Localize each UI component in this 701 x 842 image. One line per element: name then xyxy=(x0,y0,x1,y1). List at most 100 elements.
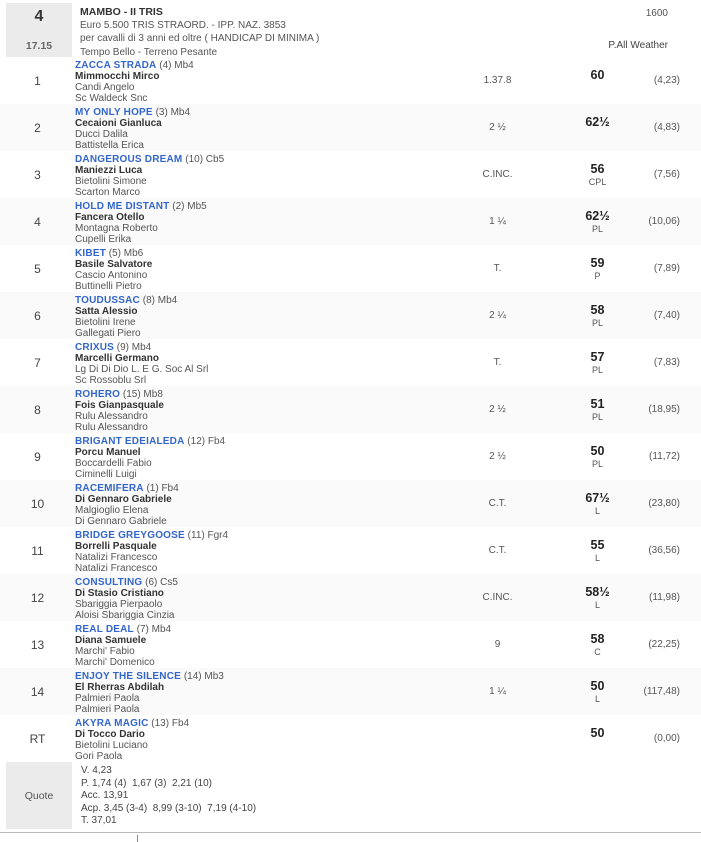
trainer-name: Sbariggia Pierpaolo xyxy=(75,598,163,610)
weight-value: 57 xyxy=(590,349,605,364)
owner-name: Buttinelli Pietro xyxy=(75,281,142,292)
distance-or-time xyxy=(440,715,555,762)
horse-line: RACEMIFERA (1) Fb4 xyxy=(75,483,440,494)
odds-value: (4,83) xyxy=(653,122,680,133)
driver-name: Maniezzi Luca xyxy=(75,164,143,176)
horse-line: CRIXUS (9) Mb4 xyxy=(75,342,440,353)
weight-value: 58 xyxy=(590,302,605,317)
weight-note: CPL xyxy=(588,176,607,187)
horse-name-link[interactable]: BRIDGE GREYGOOSE xyxy=(75,529,185,541)
weight-cell: 62½ PL xyxy=(555,198,640,245)
horse-name-link[interactable]: CRIXUS xyxy=(75,341,114,353)
odds-value: (11,98) xyxy=(649,592,680,603)
horse-name-link[interactable]: BRIGANT EDEIALEDA xyxy=(75,435,185,447)
weight-note: PL xyxy=(591,223,603,234)
horse-name-link[interactable]: RACEMIFERA xyxy=(75,482,144,494)
weight-cell: 57 PL xyxy=(555,339,640,386)
weight-note: PL xyxy=(591,317,603,328)
horse-line: BRIDGE GREYGOOSE (11) Fgr4 xyxy=(75,530,440,541)
horse-meta: (9) Mb4 xyxy=(116,341,152,353)
finish-position: 13 xyxy=(30,637,45,652)
horse-name-link[interactable]: CONSULTING xyxy=(75,576,143,588)
finish-position: 10 xyxy=(30,496,45,511)
horse-line: HOLD ME DISTANT (2) Mb5 xyxy=(75,201,440,212)
weight-note: P xyxy=(594,270,601,281)
driver-name: Di Tocco Dario xyxy=(75,728,145,740)
race-subtitle-conditions: per cavalli di 3 anni ed oltre ( HANDICA… xyxy=(80,33,320,45)
weight-value: 50 xyxy=(590,725,605,740)
owner-name: Cupelli Erika xyxy=(75,234,132,245)
weight-note: C xyxy=(594,646,601,657)
race-info: MAMBO - II TRIS Euro 5.500 TRIS STRAORD.… xyxy=(80,3,561,58)
horse-name-link[interactable]: ENJOY THE SILENCE xyxy=(75,670,182,682)
horse-name-link[interactable]: DANGEROUS DREAM xyxy=(75,153,183,165)
weight-note: L xyxy=(594,693,600,704)
driver-name: Di Gennaro Gabriele xyxy=(75,493,172,505)
table-row: 4 HOLD ME DISTANT (2) Mb5 Fancera Otello… xyxy=(0,198,701,245)
owner-name: Sc Waldeck Snc xyxy=(75,93,148,104)
trainer-name: Palmieri Paola xyxy=(75,692,140,704)
quote-line: Acc. 13,91 xyxy=(81,790,129,802)
race-header: 4 17.15 MAMBO - II TRIS Euro 5.500 TRIS … xyxy=(0,3,701,58)
distance-or-time: C.INC. xyxy=(482,169,513,180)
weight-value: 50 xyxy=(590,678,605,693)
horse-meta: (1) Fb4 xyxy=(146,482,179,494)
distance-or-time: C.T. xyxy=(488,498,507,509)
quote-line: V. 4,23 xyxy=(81,765,112,776)
race-distance: 1600 xyxy=(645,8,668,19)
finish-position: RT xyxy=(29,731,46,746)
horse-name-link[interactable]: MY ONLY HOPE xyxy=(75,106,153,118)
race-subtitle-weather: Tempo Bello - Terreno Pesante xyxy=(80,46,218,58)
horse-line: BRIGANT EDEIALEDA (12) Fb4 xyxy=(75,436,440,447)
table-row: 11 BRIDGE GREYGOOSE (11) Fgr4 Borrelli P… xyxy=(0,527,701,575)
trainer-name: Rulu Alessandro xyxy=(75,410,148,422)
horse-meta: (10) Cb5 xyxy=(185,153,225,165)
horse-line: MY ONLY HOPE (3) Mb4 xyxy=(75,107,440,118)
horse-name-link[interactable]: AKYRA MAGIC xyxy=(75,717,149,729)
horse-name-link[interactable]: HOLD ME DISTANT xyxy=(75,200,170,212)
driver-name: Borrelli Pasquale xyxy=(75,540,157,552)
horse-details: HOLD ME DISTANT (2) Mb5 Fancera Otello M… xyxy=(75,198,440,246)
horse-name-link[interactable]: ROHERO xyxy=(75,388,121,400)
table-row: 9 BRIGANT EDEIALEDA (12) Fb4 Porcu Manue… xyxy=(0,433,701,481)
owner-name: Natalizi Francesco xyxy=(75,563,158,574)
horse-details: ZACCA STRADA (4) Mb4 Mimmocchi Mirco Can… xyxy=(75,57,440,105)
horse-name-link[interactable]: REAL DEAL xyxy=(75,623,134,635)
trainer-name: Montagna Roberto xyxy=(75,222,158,234)
horse-details: CRIXUS (9) Mb4 Marcelli Germano Lg Di Di… xyxy=(75,339,440,387)
horse-meta: (6) Cs5 xyxy=(145,576,178,588)
horse-line: ROHERO (15) Mb8 xyxy=(75,389,440,400)
horse-name-link[interactable]: KIBET xyxy=(75,247,106,259)
weight-cell: 67½ L xyxy=(555,480,640,527)
distance-or-time: T. xyxy=(493,357,502,368)
odds-value: (7,40) xyxy=(653,310,680,321)
horse-line: CONSULTING (6) Cs5 xyxy=(75,577,440,588)
horse-line: REAL DEAL (7) Mb4 xyxy=(75,624,440,635)
finish-position: 14 xyxy=(30,684,45,699)
driver-name: Di Stasio Cristiano xyxy=(75,587,164,599)
driver-name: Basile Salvatore xyxy=(75,258,153,270)
finish-position: 8 xyxy=(34,402,41,417)
owner-name: Gallegati Piero xyxy=(75,328,141,339)
odds-value: (22,25) xyxy=(648,639,680,650)
trainer-name: Lg Di Di Dio L. E G. Soc Al Srl xyxy=(75,363,209,375)
horse-meta: (11) Fgr4 xyxy=(187,529,229,541)
weight-cell: 58 PL xyxy=(555,292,640,339)
finish-position: 3 xyxy=(34,167,41,182)
horse-name-link[interactable]: TOUDUSSAC xyxy=(75,294,140,306)
weight-value: 60 xyxy=(590,67,605,82)
distance-or-time: 2 ½ xyxy=(489,122,506,133)
race-time: 17.15 xyxy=(25,40,53,52)
horse-name-link[interactable]: ZACCA STRADA xyxy=(75,59,157,71)
distance-or-time: 1 ¼ xyxy=(489,686,506,697)
owner-name: Scarton Marco xyxy=(75,187,141,198)
race-title: MAMBO - II TRIS xyxy=(80,6,163,18)
horse-details: CONSULTING (6) Cs5 Di Stasio Cristiano S… xyxy=(75,574,440,622)
distance-or-time: C.INC. xyxy=(482,592,513,603)
odds-value: (4,23) xyxy=(653,75,680,86)
distance-or-time: 1 ¼ xyxy=(489,216,506,227)
weight-cell: 55 L xyxy=(555,527,640,574)
finish-position: 9 xyxy=(34,449,41,464)
driver-name: El Rherras Abdilah xyxy=(75,681,165,693)
